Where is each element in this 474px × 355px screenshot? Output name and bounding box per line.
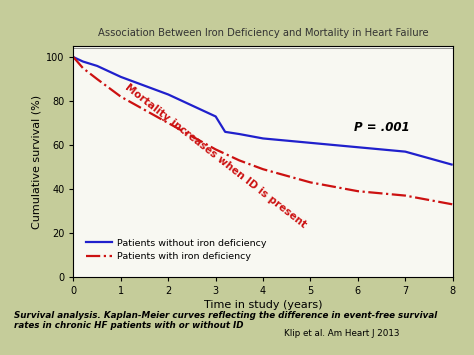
Patients without iron deficiency [213,114,219,119]
Patients with iron deficiency [213,147,219,152]
Text: Klip et al. Am Heart J 2013: Klip et al. Am Heart J 2013 [284,329,400,338]
Patients without iron deficiency [426,156,432,160]
Patients without iron deficiency [142,83,147,88]
Patients with iron deficiency [426,198,432,202]
Text: Association Between Iron Deficiency and Mortality in Heart Failure: Association Between Iron Deficiency and … [98,28,428,38]
Patients without iron deficiency [308,141,313,145]
Patients with iron deficiency [165,121,171,125]
Text: Mortality increases when ID is present: Mortality increases when ID is present [123,82,308,230]
Patients without iron deficiency [450,163,456,167]
Patients with iron deficiency [450,202,456,207]
Legend: Patients without iron deficiency, Patients with iron deficiency: Patients without iron deficiency, Patien… [82,235,270,265]
Text: P = .001: P = .001 [354,121,410,134]
Y-axis label: Cumulative survival (%): Cumulative survival (%) [32,94,42,229]
Patients without iron deficiency [71,55,76,59]
X-axis label: Time in study (years): Time in study (years) [204,300,322,310]
Patients without iron deficiency [237,132,242,136]
Patients with iron deficiency [71,55,76,59]
Patients with iron deficiency [237,158,242,163]
Patients without iron deficiency [94,64,100,68]
Patients without iron deficiency [331,143,337,147]
Patients with iron deficiency [94,77,100,81]
Patients without iron deficiency [355,145,361,149]
Patients with iron deficiency [379,191,384,196]
Patients without iron deficiency [284,138,290,143]
Patients with iron deficiency [260,167,266,171]
Patients without iron deficiency [402,149,408,154]
Patients without iron deficiency [222,130,228,134]
Patients with iron deficiency [118,94,124,99]
Patients with iron deficiency [402,193,408,198]
Patients with iron deficiency [284,174,290,178]
Patients without iron deficiency [260,136,266,141]
Patients with iron deficiency [189,134,195,138]
Patients without iron deficiency [379,147,384,152]
Patients with iron deficiency [331,185,337,189]
Patients with iron deficiency [308,180,313,185]
Line: Patients without iron deficiency: Patients without iron deficiency [73,57,453,165]
Patients with iron deficiency [142,108,147,112]
Patients with iron deficiency [80,66,86,70]
Text: Survival analysis. Kaplan-Meier curves reflecting the difference in event-free s: Survival analysis. Kaplan-Meier curves r… [14,311,438,330]
Patients without iron deficiency [80,59,86,64]
Line: Patients with iron deficiency: Patients with iron deficiency [73,57,453,204]
Patients without iron deficiency [118,75,124,79]
Patients with iron deficiency [355,189,361,193]
Patients without iron deficiency [189,103,195,108]
Patients without iron deficiency [165,92,171,97]
